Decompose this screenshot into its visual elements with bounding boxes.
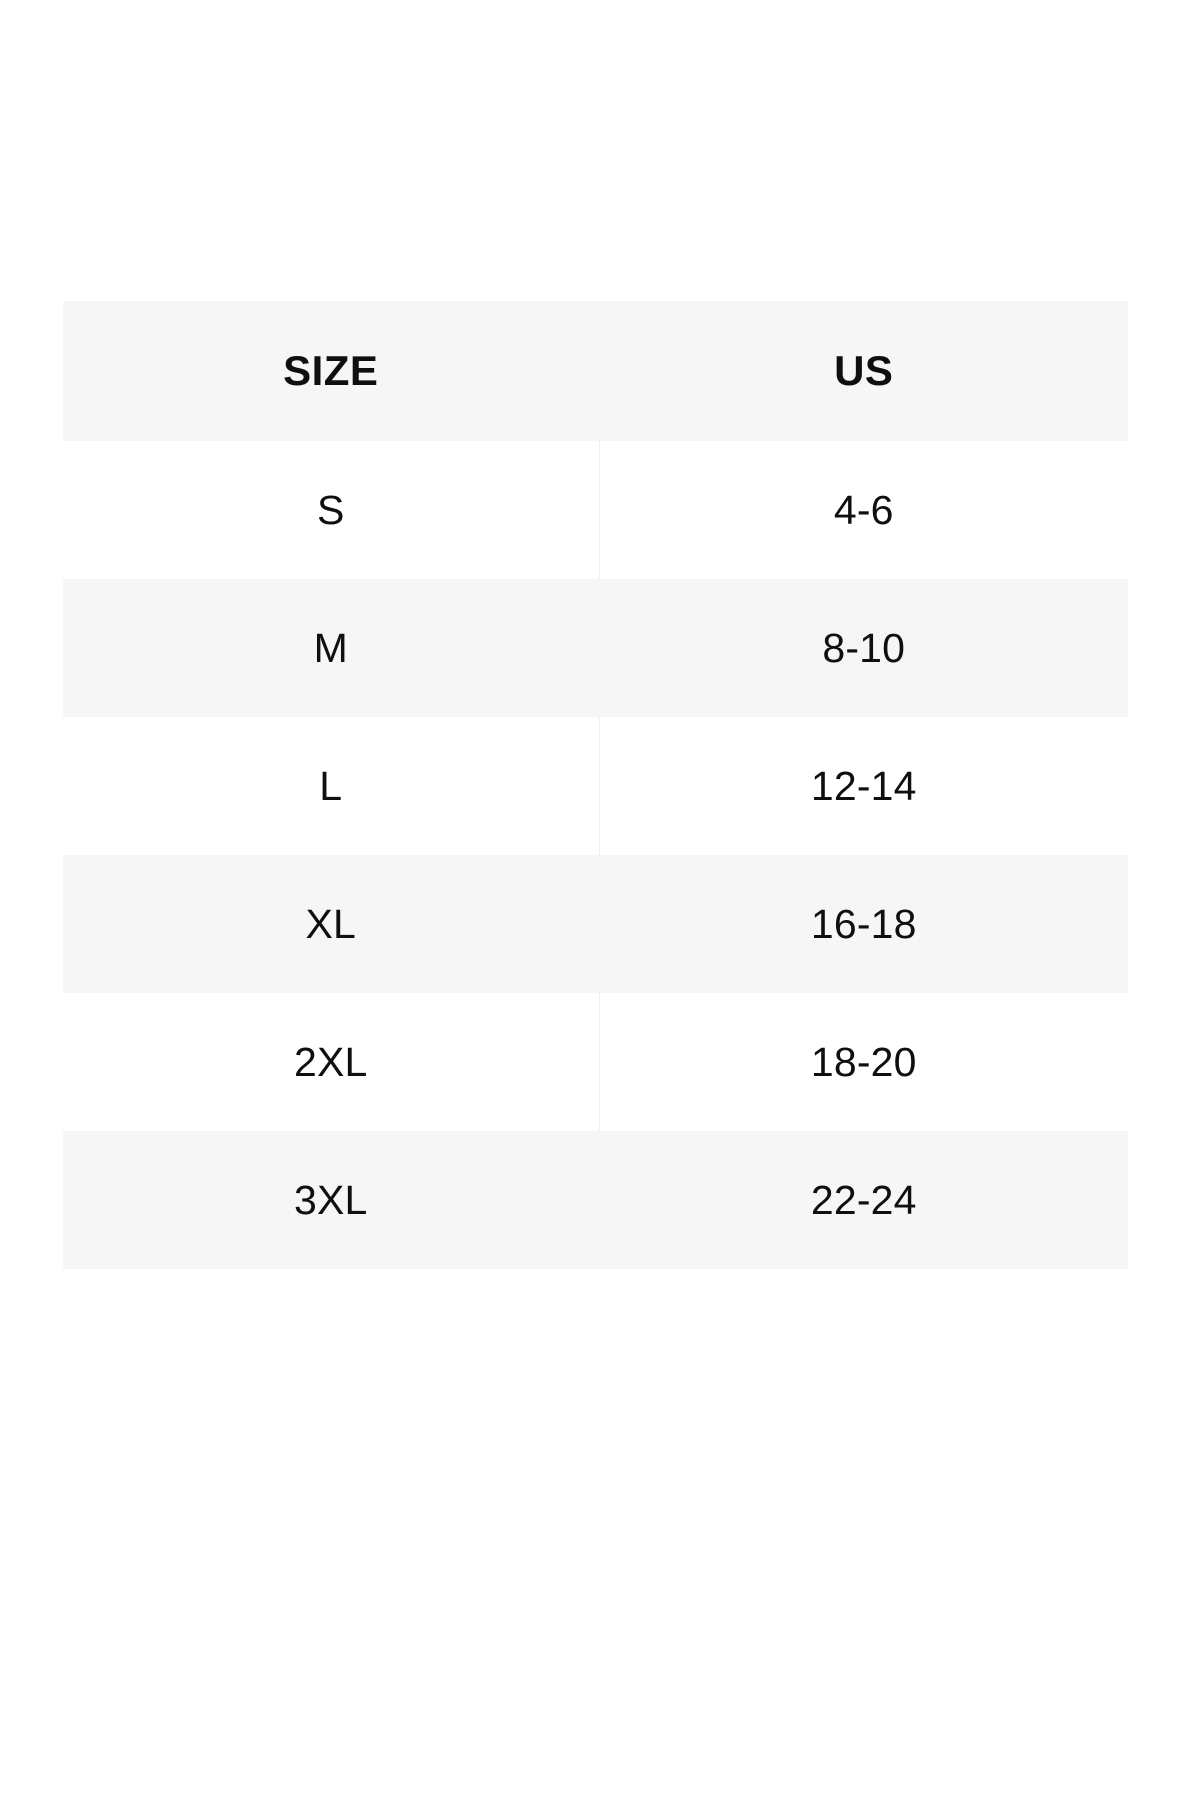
cell-size: XL	[305, 900, 357, 947]
cell-us: 8-10	[822, 624, 906, 671]
cell-size: L	[63, 717, 600, 855]
cell-size: M	[313, 624, 348, 671]
cell-us: 18-20	[810, 1038, 917, 1085]
table-header-row: SIZE US	[63, 301, 1128, 441]
size-chart-body: S 4-6 M 8-10 L 12-14 XL 16-18 2XL 18-20 …	[63, 441, 1128, 1269]
table-row: 3XL 22-24	[63, 1131, 1128, 1269]
cell-size: 3XL	[293, 1176, 368, 1223]
cell-us: 22-24	[810, 1176, 917, 1223]
cell-us: 12-14	[810, 762, 917, 809]
cell-us: 16-18	[810, 900, 917, 947]
column-header-us: US	[834, 347, 894, 394]
table-row: 2XL 18-20	[63, 993, 1128, 1131]
cell-size: S	[63, 441, 600, 579]
table-row: S 4-6	[63, 441, 1128, 579]
column-header-size: SIZE	[283, 347, 379, 394]
table-row: L 12-14	[63, 717, 1128, 855]
size-chart-table: SIZE US S 4-6 M 8-10 L 12-14 XL 16-18 2	[63, 301, 1128, 1269]
cell-size: 2XL	[63, 993, 600, 1131]
table-row: M 8-10	[63, 579, 1128, 717]
cell-us: 4-6	[833, 486, 894, 533]
table-row: XL 16-18	[63, 855, 1128, 993]
size-chart-header: SIZE US	[63, 301, 1128, 441]
